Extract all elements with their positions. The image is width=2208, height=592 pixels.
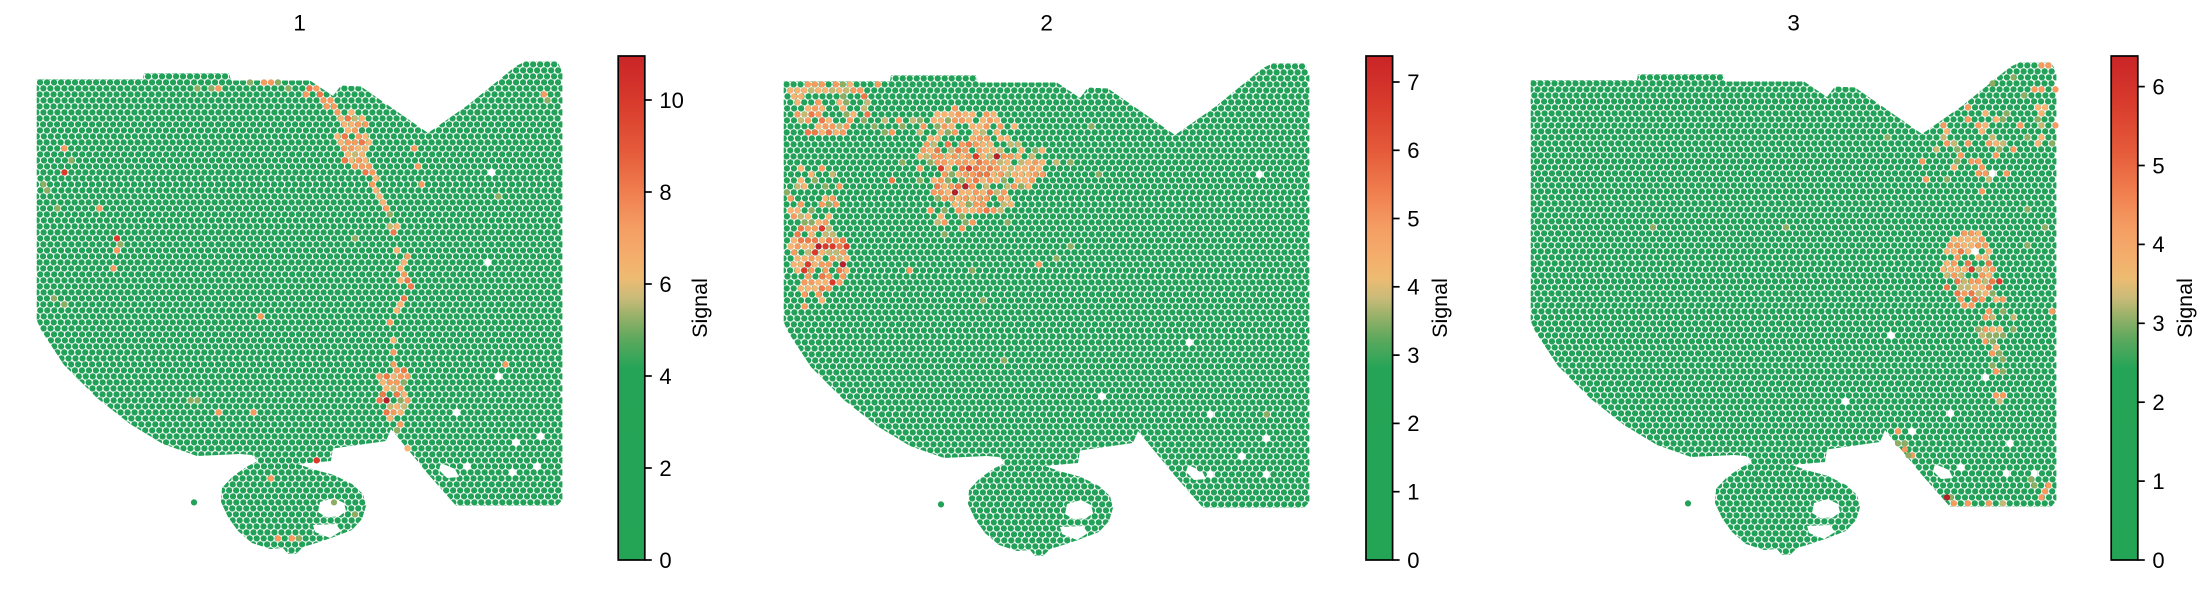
svg-text:1: 1 — [293, 11, 306, 36]
svg-text:5: 5 — [1407, 206, 1419, 231]
svg-text:0: 0 — [659, 548, 671, 573]
svg-text:2: 2 — [2152, 390, 2164, 415]
svg-text:6: 6 — [1407, 138, 1419, 163]
svg-text:2: 2 — [1407, 411, 1419, 436]
svg-text:5: 5 — [2152, 153, 2164, 178]
svg-text:8: 8 — [659, 180, 671, 205]
svg-text:6: 6 — [2152, 74, 2164, 99]
svg-text:Signal: Signal — [1428, 278, 1452, 338]
svg-text:4: 4 — [2152, 232, 2164, 257]
svg-text:3: 3 — [1407, 343, 1419, 368]
svg-text:10: 10 — [659, 88, 683, 113]
svg-text:0: 0 — [2152, 548, 2164, 573]
svg-text:6: 6 — [659, 272, 671, 297]
svg-text:7: 7 — [1407, 70, 1419, 95]
svg-text:2: 2 — [1040, 11, 1053, 36]
svg-text:1: 1 — [2152, 469, 2164, 494]
svg-text:2: 2 — [659, 456, 671, 481]
svg-text:3: 3 — [1787, 11, 1800, 36]
svg-text:0: 0 — [1407, 548, 1419, 573]
svg-text:3: 3 — [2152, 311, 2164, 336]
svg-text:4: 4 — [659, 364, 671, 389]
svg-text:Signal: Signal — [688, 278, 712, 338]
svg-text:4: 4 — [1407, 275, 1419, 300]
svg-text:Signal: Signal — [2173, 278, 2197, 338]
svg-text:1: 1 — [1407, 480, 1419, 505]
